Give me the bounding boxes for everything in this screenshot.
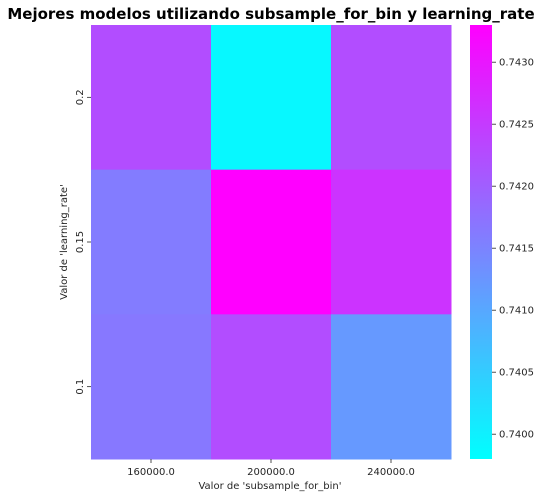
y-axis-ticks: 0.2 0.15 0.1 <box>75 89 91 395</box>
x-tick-label-0: 160000.0 <box>127 467 175 478</box>
heatmap-cells <box>91 25 452 460</box>
colorbar-ticks: 0.7400 0.7405 0.7410 0.7415 0.7420 0.7425 0.74… <box>492 58 534 441</box>
colorbar-tick-label-5: 0.7425 <box>499 120 534 131</box>
colorbar <box>470 25 492 459</box>
colorbar-tick-label-1: 0.7405 <box>499 368 534 379</box>
heatmap-cell-2-2 <box>331 314 452 460</box>
heatmap-cell-0-1 <box>211 25 332 171</box>
colorbar-tick-label-6: 0.7430 <box>499 58 534 69</box>
y-axis-label: Valor de 'learning_rate' <box>59 184 70 300</box>
y-tick-label-2: 0.1 <box>75 379 86 395</box>
heatmap-cell-1-1 <box>211 169 332 315</box>
heatmap-cell-2-1 <box>211 314 332 460</box>
x-tick-label-2: 240000.0 <box>367 467 415 478</box>
colorbar-tick-label-4: 0.7420 <box>499 182 534 193</box>
heatmap-cell-1-0 <box>91 169 212 315</box>
colorbar-tick-label-2: 0.7410 <box>499 306 534 317</box>
y-tick-label-1: 0.15 <box>75 231 86 253</box>
heatmap-cell-0-0 <box>91 25 212 171</box>
heatmap-cell-0-2 <box>331 25 452 171</box>
y-tick-label-0: 0.2 <box>75 89 86 105</box>
x-axis-ticks: 160000.0 200000.0 240000.0 <box>127 459 415 478</box>
x-tick-label-1: 200000.0 <box>247 467 295 478</box>
colorbar-tick-label-3: 0.7415 <box>499 244 534 255</box>
chart-title: Mejores modelos utilizando subsample_for… <box>7 5 534 23</box>
heatmap-cell-1-2 <box>331 169 452 315</box>
colorbar-tick-label-0: 0.7400 <box>499 430 534 441</box>
heatmap-cell-2-0 <box>91 314 212 460</box>
x-axis-label: Valor de 'subsample_for_bin' <box>198 481 341 492</box>
